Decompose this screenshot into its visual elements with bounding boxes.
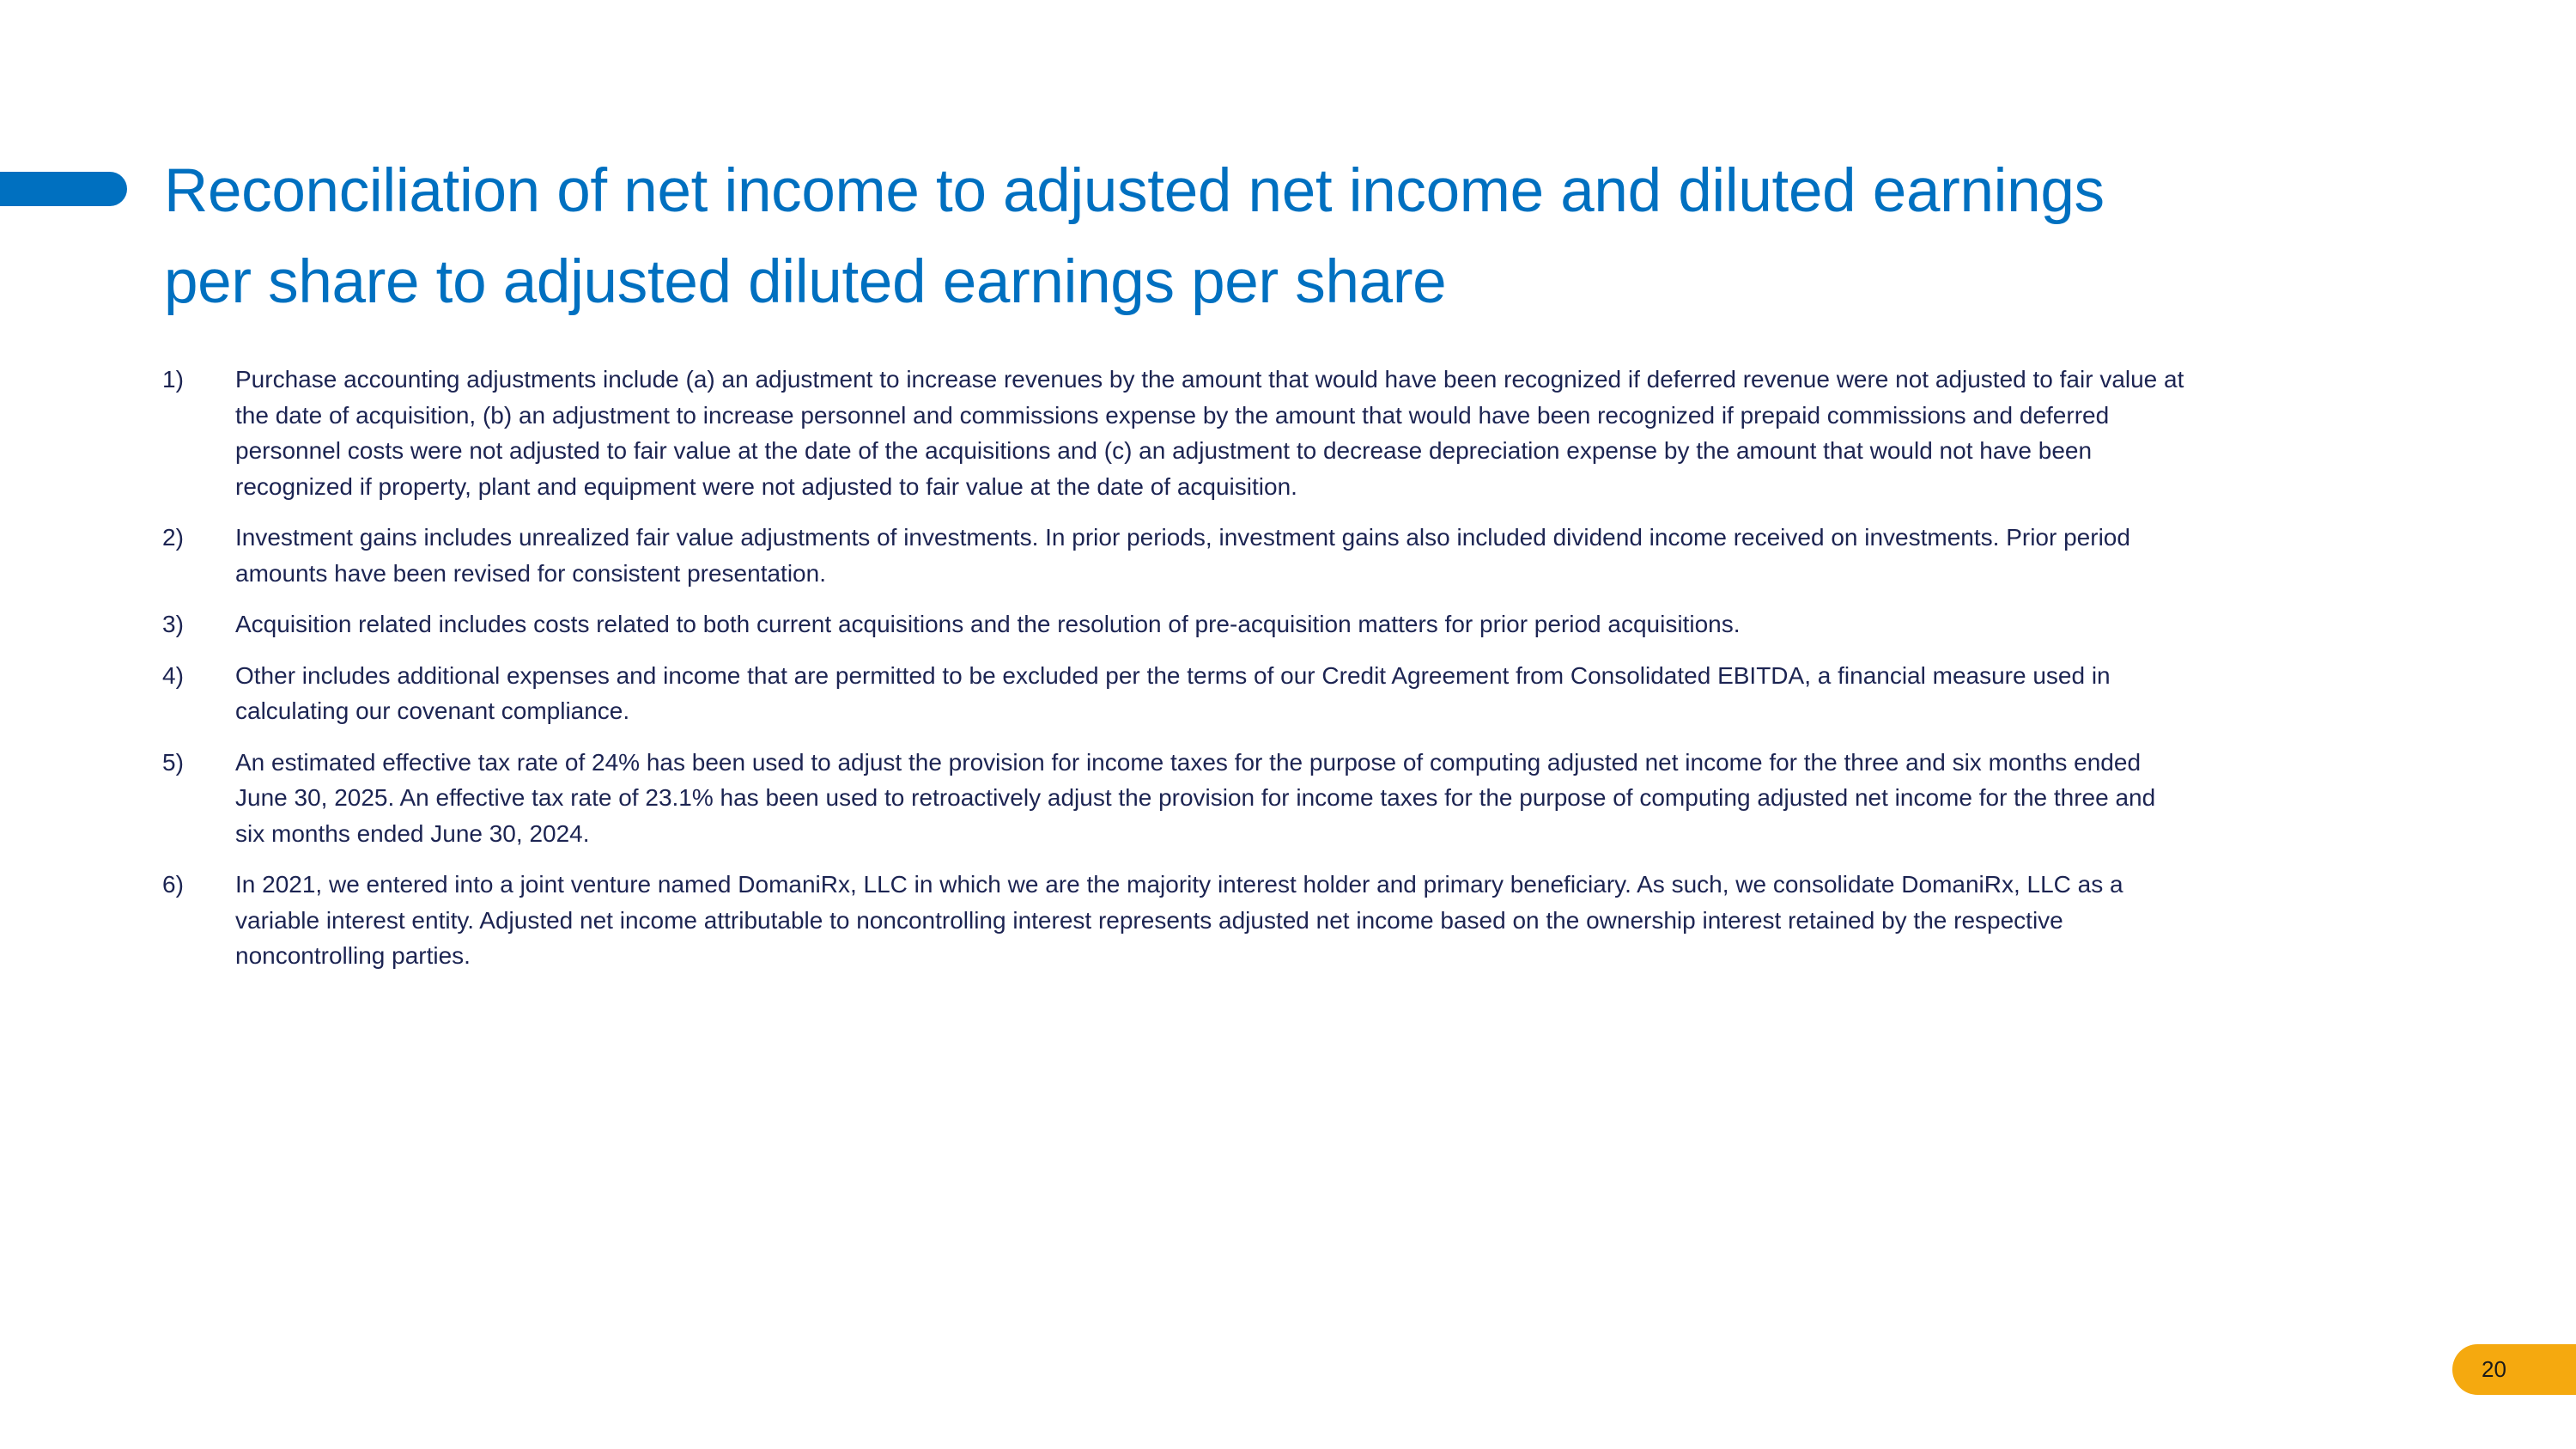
footnote-item: 5) An estimated effective tax rate of 24%… bbox=[162, 745, 2429, 852]
footnote-text-line: six months ended June 30, 2024. bbox=[235, 819, 590, 847]
footnote-text-line: An estimated effective tax rate of 24% h… bbox=[235, 748, 2142, 776]
footnote-text-line: June 30, 2025. An effective tax rate of … bbox=[235, 784, 2156, 811]
footnote-text-line: the date of acquisition, (b) an adjustme… bbox=[235, 401, 2110, 429]
footnote-text: Acquisition related includes costs relat… bbox=[235, 606, 1741, 642]
page-number: 20 bbox=[2482, 1356, 2506, 1382]
footnote-number: 5) bbox=[162, 748, 184, 776]
footnote-text: Other includes additional expenses and i… bbox=[235, 658, 2111, 729]
footnote-item: 2) Investment gains includes unrealized f… bbox=[162, 520, 2429, 591]
footnote-number: 3) bbox=[162, 611, 184, 637]
footnote-item: 1) Purchase accounting adjustments includ… bbox=[162, 362, 2429, 504]
page-number-badge: 20 bbox=[2452, 1344, 2576, 1395]
title-accent-bar bbox=[0, 172, 127, 206]
footnote-text-line: Other includes additional expenses and i… bbox=[235, 661, 2111, 689]
footnote-text-line: personnel costs were not adjusted to fai… bbox=[235, 437, 2093, 464]
footnote-text-line: Purchase accounting adjustments include … bbox=[235, 366, 2184, 393]
footnote-text: An estimated effective tax rate of 24% h… bbox=[235, 745, 2155, 852]
footnote-number: 1) bbox=[162, 366, 184, 393]
footnote-text-line: recognized if property, plant and equipm… bbox=[235, 472, 1297, 500]
footnote-text-line: Acquisition related includes costs relat… bbox=[235, 611, 1741, 637]
footnote-text-line: In 2021, we entered into a joint venture… bbox=[235, 871, 2123, 898]
footnote-number: 6) bbox=[162, 871, 184, 898]
title-line-1: Reconciliation of net income to adjusted… bbox=[164, 157, 2105, 225]
footnote-number: 4) bbox=[162, 661, 184, 689]
page-title: Reconciliation of net income to adjusted… bbox=[164, 146, 2482, 328]
footnote-item: 6) In 2021, we entered into a joint ventu… bbox=[162, 867, 2429, 974]
footnote-number: 2) bbox=[162, 524, 184, 551]
footnote-item: 3) Acquisition related includes costs rel… bbox=[162, 606, 2429, 642]
footnote-text-line: calculating our covenant compliance. bbox=[235, 697, 630, 724]
footnote-text-line: noncontrolling parties. bbox=[235, 942, 471, 969]
footnote-text: Investment gains includes unrealized fai… bbox=[235, 520, 2130, 591]
footnote-text: In 2021, we entered into a joint venture… bbox=[235, 867, 2123, 974]
footnote-text: Purchase accounting adjustments include … bbox=[235, 362, 2184, 504]
footnote-text-line: Investment gains includes unrealized fai… bbox=[235, 524, 2130, 551]
title-line-2: per share to adjusted diluted earnings p… bbox=[164, 248, 1447, 316]
footnote-item: 4) Other includes additional expenses and… bbox=[162, 658, 2429, 729]
footnote-text-line: amounts have been revised for consistent… bbox=[235, 559, 826, 587]
footnote-text-line: variable interest entity. Adjusted net i… bbox=[235, 906, 2063, 934]
footnotes-list: 1) Purchase accounting adjustments includ… bbox=[162, 362, 2429, 989]
